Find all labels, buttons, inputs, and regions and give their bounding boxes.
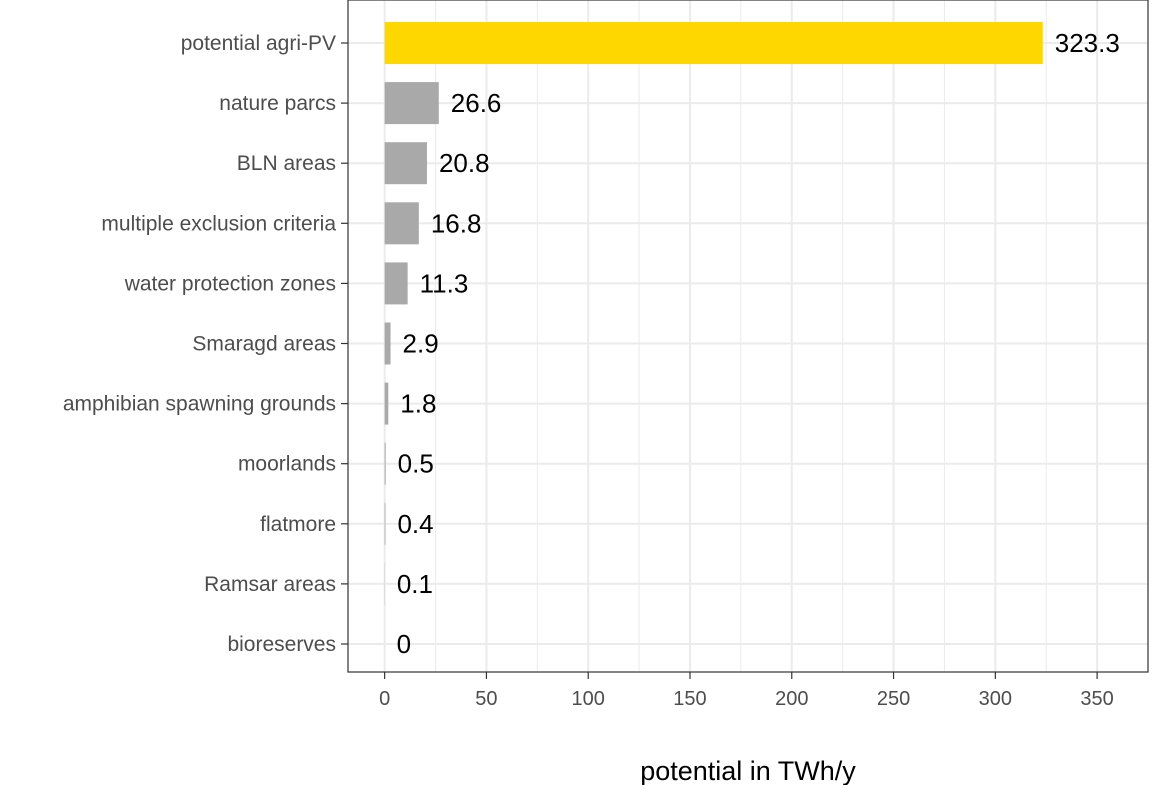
bar <box>384 382 389 425</box>
y-axis: potential agri-PV nature parcs BLN areas mu… <box>63 32 348 656</box>
gridlines <box>348 0 1149 672</box>
bar-value-label: 0.1 <box>397 569 433 599</box>
x-tick-label: 300 <box>979 688 1012 710</box>
category-label: nature parcs <box>219 92 336 115</box>
panel-background <box>348 0 1148 672</box>
x-tick-label: 100 <box>572 688 605 710</box>
x-tick-label: 250 <box>877 688 910 710</box>
category-label: flatmore <box>260 513 336 536</box>
x-tick-label: 350 <box>1080 688 1113 710</box>
category-label: water protection zones <box>124 272 336 295</box>
bar <box>384 262 408 305</box>
category-label: Ramsar areas <box>204 573 336 596</box>
bar-value-label: 11.3 <box>420 268 469 298</box>
bar-value-label: 20.8 <box>439 148 490 178</box>
x-tick-label: 150 <box>673 688 706 710</box>
bar <box>384 322 391 365</box>
x-axis: 0 50 100 150 200 250 300 350 <box>379 672 1114 710</box>
bar-value-label: 1.8 <box>400 389 436 419</box>
panel-border <box>347 0 1149 673</box>
category-label: BLN areas <box>237 152 336 175</box>
x-axis-title: potential in TWh/y <box>640 756 856 785</box>
bars <box>384 22 1043 605</box>
bar <box>384 502 386 545</box>
bar-value-label: 26.6 <box>451 88 502 118</box>
category-label: potential agri-PV <box>181 32 336 55</box>
category-label: Smaragd areas <box>192 333 336 356</box>
bar-value-label: 0.4 <box>397 509 433 539</box>
x-tick-label: 200 <box>775 688 808 710</box>
bar <box>384 22 1043 64</box>
bar <box>384 202 419 245</box>
bar <box>384 142 427 185</box>
category-label: amphibian spawning grounds <box>63 393 336 416</box>
bar-value-label: 16.8 <box>431 208 482 238</box>
category-label: multiple exclusion criteria <box>101 212 336 235</box>
data-labels: 323.3 26.6 20.8 16.8 11.3 2.9 1.8 0.5 0.4 0.1 0 <box>397 28 1120 659</box>
bar-value-label: 0.5 <box>398 449 434 479</box>
x-tick-label: 0 <box>379 688 390 710</box>
bar <box>384 442 386 485</box>
bar-value-label: 0 <box>397 629 411 659</box>
category-label: moorlands <box>238 453 336 476</box>
x-tick-label: 50 <box>475 688 497 710</box>
category-label: bioreserves <box>227 633 336 656</box>
bar-value-label: 2.9 <box>403 329 439 359</box>
bar <box>384 82 439 125</box>
bar-value-label: 323.3 <box>1055 28 1120 58</box>
